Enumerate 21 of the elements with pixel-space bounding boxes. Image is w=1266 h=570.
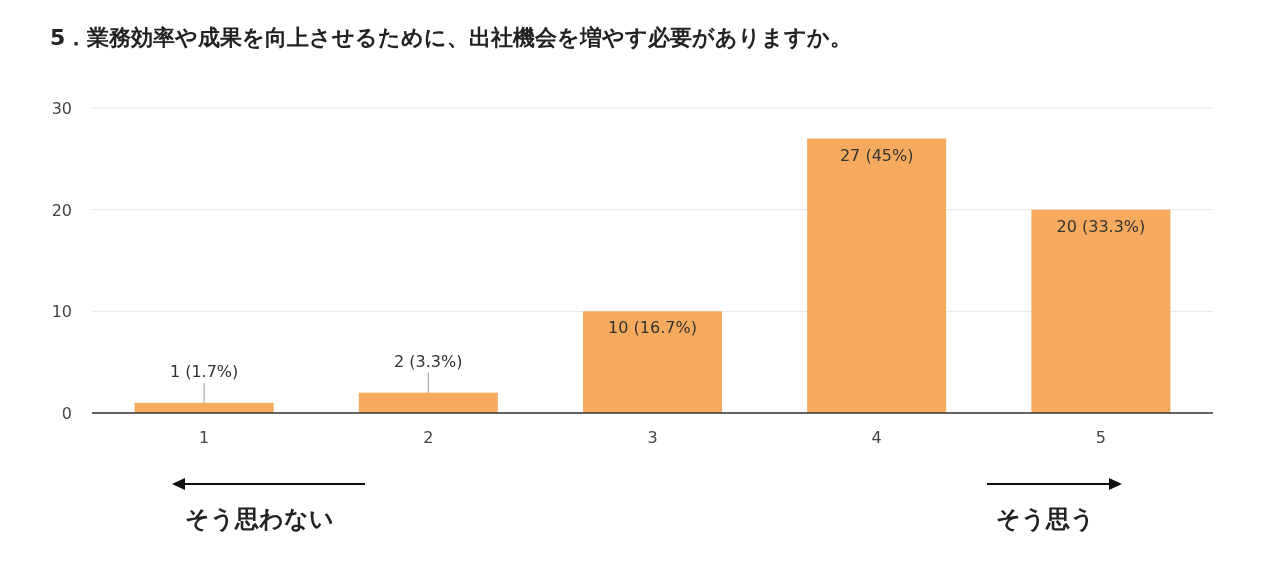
chart-title: 5．業務効率や成果を向上させるために、出社機会を増やす必要がありますか。 (50, 25, 853, 50)
x-tick-label: 1 (199, 428, 210, 447)
data-label: 20 (33.3%) (1056, 216, 1146, 236)
y-tick-label: 30 (51, 99, 72, 118)
y-tick-label: 0 (61, 404, 72, 423)
bar (1031, 209, 1171, 413)
data-label: 2 (3.3%) (394, 351, 463, 371)
text: そう思う (996, 505, 1096, 533)
x-tick-label: 3 (647, 428, 658, 447)
data-label: 10 (16.7%) (608, 318, 697, 338)
bar (358, 392, 498, 413)
x-tick-label: 2 (423, 428, 434, 447)
y-tick-label: 10 (51, 302, 72, 322)
bar (583, 311, 722, 413)
y-tick-label: 20 (51, 200, 72, 220)
data-label: 27 (45%) (839, 145, 914, 165)
text: そう思わない (184, 505, 334, 533)
x-tick-label: 5 (1095, 428, 1106, 447)
data-label: 1 (1.7%) (169, 361, 239, 381)
x-tick-label: 4 (871, 428, 882, 447)
bar (807, 138, 947, 413)
